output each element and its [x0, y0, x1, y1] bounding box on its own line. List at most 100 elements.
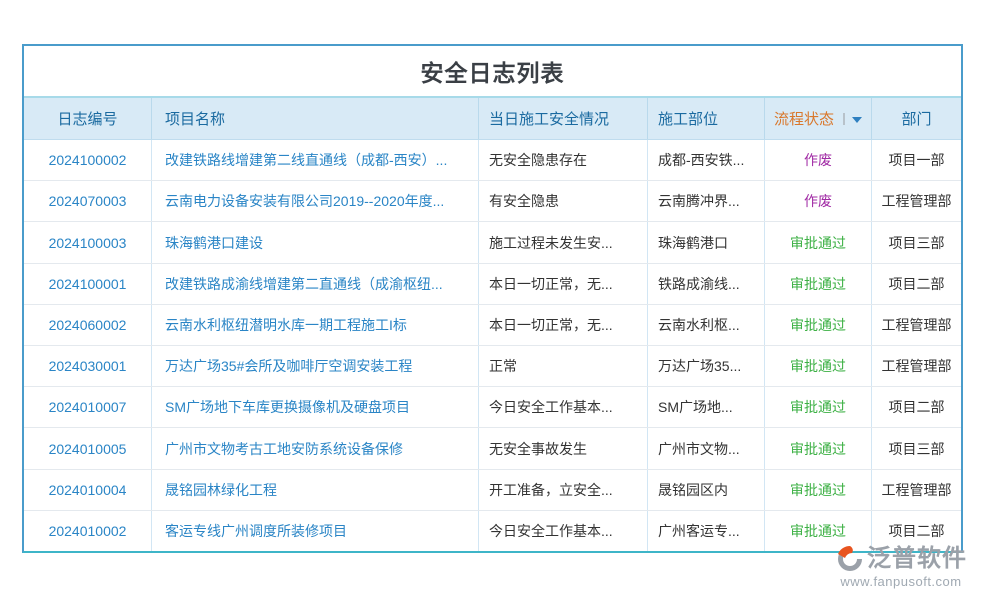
cell-status-badge: 审批通过	[765, 387, 872, 428]
table-row[interactable]: 2024010002 客运专线广州调度所装修项目 今日安全工作基本... 广州客运专.…	[24, 510, 961, 551]
cell-log_no[interactable]: 2024100001	[24, 263, 152, 304]
cell-project[interactable]: 改建铁路成渝线增建第二直通线（成渝枢纽...	[152, 263, 479, 304]
table-row[interactable]: 2024060002 云南水利枢纽潜明水库一期工程施工I标 本日一切正常，无... 云…	[24, 304, 961, 347]
cell-project[interactable]: 云南电力设备安装有限公司2019--2020年度...	[152, 181, 479, 222]
cell-text: 本日一切正常，无...	[489, 316, 613, 333]
cell-dept: 项目二部	[872, 387, 961, 427]
cell-project[interactable]: 晟铭园林绿化工程	[152, 469, 479, 510]
cell-text: 万达广场35#会所及咖啡厅空调安装工程	[165, 358, 413, 375]
table-row[interactable]: 2024010007 SM广场地下车库更换摄像机及硬盘项目 今日安全工作基本... S…	[24, 387, 961, 429]
column-header-label: 施工部位	[658, 111, 719, 128]
cell-text: 今日安全工作基本...	[489, 399, 613, 416]
cell-dept: 工程管理部	[872, 305, 961, 345]
table-row[interactable]: 2024100002 改建铁路线增建第二线直通线（成都-西安）... 无安全隐患存在…	[24, 140, 961, 182]
cell-text: 作废	[804, 193, 832, 210]
cell-dept: 项目一部	[872, 140, 961, 180]
cell-text: 项目二部	[888, 275, 945, 292]
cell-safety: 施工过程未发生安...	[479, 222, 648, 263]
cell-safety: 有安全隐患	[479, 181, 648, 222]
cell-log_no[interactable]: 2024010007	[24, 387, 152, 428]
cell-log_no[interactable]: 2024010004	[24, 469, 152, 510]
table-row[interactable]: 2024070003 云南电力设备安装有限公司2019--2020年度... 有安全…	[24, 181, 961, 223]
cell-log_no[interactable]: 2024100003	[24, 222, 152, 263]
cell-text: 云南腾冲界...	[658, 193, 740, 210]
cell-log_no[interactable]: 2024010002	[24, 510, 152, 551]
cell-text: 项目三部	[888, 234, 945, 251]
column-header-location: 施工部位	[648, 98, 765, 139]
cell-text: 云南水利枢...	[658, 316, 740, 333]
cell-log_no[interactable]: 2024010005	[24, 428, 152, 469]
cell-log_no[interactable]: 2024030001	[24, 346, 152, 387]
table-row[interactable]: 2024010005 广州市文物考古工地安防系统设备保修 无安全事故发生 广州市文物.…	[24, 428, 961, 470]
cell-text: 2024070003	[48, 193, 127, 210]
cell-text: 云南水利枢纽潜明水库一期工程施工I标	[165, 316, 407, 333]
cell-text: 审批通过	[790, 358, 846, 375]
filter-dropdown-icon[interactable]	[852, 116, 862, 123]
table-row[interactable]: 2024030001 万达广场35#会所及咖啡厅空调安装工程 正常 万达广场35...…	[24, 346, 961, 388]
cell-text: 无安全隐患存在	[489, 152, 587, 169]
cell-text: 审批通过	[790, 522, 846, 539]
cell-text: 项目二部	[888, 399, 945, 416]
cell-text: 今日安全工作基本...	[489, 522, 613, 539]
cell-text: 审批通过	[790, 275, 846, 292]
cell-safety: 正常	[479, 346, 648, 387]
cell-project[interactable]: 珠海鹤港口建设	[152, 222, 479, 263]
watermark-brand: 泛普软件	[867, 544, 967, 572]
cell-project[interactable]: 云南水利枢纽潜明水库一期工程施工I标	[152, 304, 479, 346]
cell-location: 云南水利枢...	[648, 304, 765, 346]
table-row[interactable]: 2024100001 改建铁路成渝线增建第二直通线（成渝枢纽... 本日一切正常，无…	[24, 263, 961, 305]
cell-text: 广州市文物考古工地安防系统设备保修	[165, 440, 403, 457]
cell-status-badge: 审批通过	[765, 346, 872, 387]
cell-location: 成都-西安铁...	[648, 140, 765, 181]
cell-dept: 工程管理部	[872, 346, 961, 386]
cell-location: 晟铭园区内	[648, 469, 765, 510]
cell-location: 广州客运专...	[648, 510, 765, 551]
cell-text: 有安全隐患	[489, 193, 559, 210]
cell-safety: 无安全隐患存在	[479, 140, 648, 181]
cell-status-badge: 审批通过	[765, 510, 872, 551]
cell-text: SM广场地...	[658, 399, 733, 416]
cell-text: 施工过程未发生安...	[489, 234, 613, 251]
safety-log-panel: 安全日志列表 日志编号 项目名称 当日施工安全情况 施工部位 流程状态 部门 202410…	[22, 44, 963, 553]
cell-text: 审批通过	[790, 234, 846, 251]
cell-project[interactable]: SM广场地下车库更换摄像机及硬盘项目	[152, 387, 479, 428]
column-header-safety: 当日施工安全情况	[479, 98, 648, 139]
cell-text: 项目一部	[888, 152, 945, 169]
cell-text: 晟铭园林绿化工程	[165, 481, 277, 498]
cell-text: 晟铭园区内	[658, 481, 728, 498]
cell-text: 无安全事故发生	[489, 440, 587, 457]
cell-text: 2024010002	[48, 522, 127, 539]
table-row[interactable]: 2024010004 晟铭园林绿化工程 开工准备，立安全... 晟铭园区内 审批通过 工程…	[24, 469, 961, 511]
cell-location: 铁路成渝线...	[648, 263, 765, 304]
cell-status-badge: 作废	[765, 140, 872, 181]
table-row[interactable]: 2024100003 珠海鹤港口建设 施工过程未发生安... 珠海鹤港口 审批通过 项目三…	[24, 222, 961, 264]
cell-location: 广州市文物...	[648, 428, 765, 469]
cell-safety: 本日一切正常，无...	[479, 304, 648, 346]
cell-log_no[interactable]: 2024060002	[24, 304, 152, 346]
cell-project[interactable]: 改建铁路线增建第二线直通线（成都-西安）...	[152, 140, 479, 181]
cell-text: 珠海鹤港口建设	[165, 234, 263, 251]
cell-location: 珠海鹤港口	[648, 222, 765, 263]
column-header-label: 部门	[901, 111, 932, 128]
cell-text: 作废	[804, 152, 832, 169]
column-header-dept: 部门	[872, 98, 961, 139]
cell-text: 工程管理部	[881, 316, 952, 333]
cell-safety: 今日安全工作基本...	[479, 387, 648, 428]
cell-location: 万达广场35...	[648, 346, 765, 387]
cell-text: 本日一切正常，无...	[489, 275, 613, 292]
cell-project[interactable]: 广州市文物考古工地安防系统设备保修	[152, 428, 479, 469]
cell-text: 成都-西安铁...	[658, 152, 745, 169]
cell-text: 审批通过	[790, 440, 846, 457]
column-header-status[interactable]: 流程状态	[765, 98, 872, 139]
cell-dept: 工程管理部	[872, 470, 961, 510]
cell-text: 2024100002	[48, 152, 127, 169]
watermark-url: www.fanpusoft.com	[840, 574, 962, 589]
column-header-label: 日志编号	[57, 111, 118, 128]
cell-text: SM广场地下车库更换摄像机及硬盘项目	[165, 399, 410, 416]
cell-text: 铁路成渝线...	[658, 275, 740, 292]
cell-log_no[interactable]: 2024070003	[24, 181, 152, 222]
cell-project[interactable]: 客运专线广州调度所装修项目	[152, 510, 479, 551]
cell-project[interactable]: 万达广场35#会所及咖啡厅空调安装工程	[152, 346, 479, 387]
cell-log_no[interactable]: 2024100002	[24, 140, 152, 181]
cell-text: 正常	[489, 358, 517, 375]
